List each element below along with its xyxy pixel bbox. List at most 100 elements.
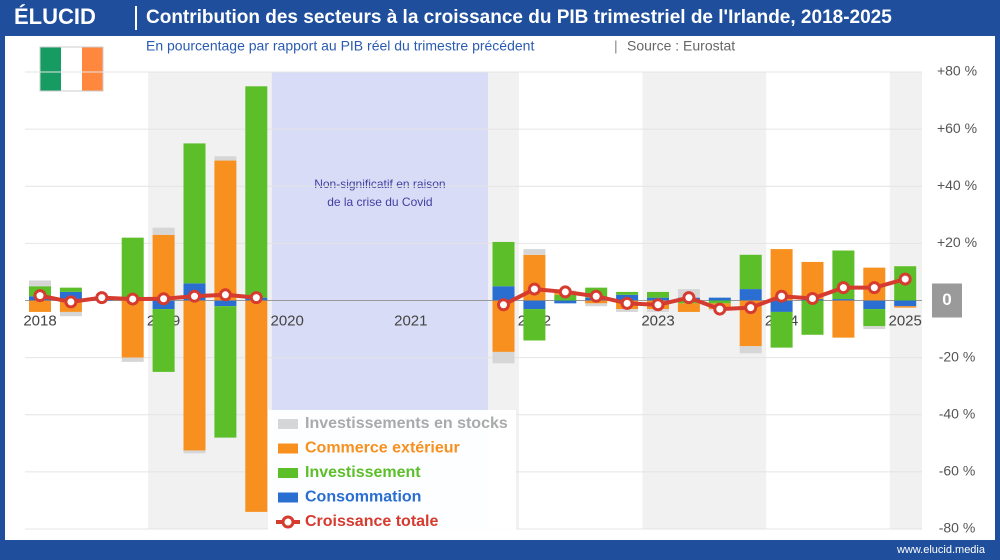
bar [183, 450, 206, 454]
zero-box [932, 283, 962, 318]
point [713, 302, 727, 316]
bar [894, 300, 917, 307]
y-tick-label: -80 % [939, 520, 976, 536]
bar [183, 300, 206, 451]
bar [894, 306, 917, 308]
point [836, 281, 850, 295]
bar [708, 300, 731, 304]
bar [523, 300, 546, 310]
bar [708, 297, 731, 301]
bar [554, 300, 577, 304]
bar [214, 160, 237, 301]
legend-label: Croissance totale [305, 513, 438, 530]
source: Source : Eurostat [627, 38, 735, 54]
legend-swatch [278, 468, 298, 478]
bar [492, 286, 515, 301]
x-tick-label: 2023 [641, 312, 674, 329]
bar [59, 287, 82, 292]
point [806, 292, 819, 306]
bar [152, 234, 175, 301]
y-tick-label: -40 % [939, 405, 976, 421]
y-tick-label: +40 % [937, 177, 977, 193]
point [898, 272, 912, 286]
bar [616, 291, 639, 295]
bar [183, 143, 206, 284]
point [867, 281, 881, 295]
point [651, 298, 665, 312]
point [218, 288, 232, 302]
legend-box [268, 410, 516, 532]
bar [492, 351, 515, 364]
bar [863, 309, 886, 327]
bar [863, 326, 886, 330]
y-tick-label: -20 % [939, 348, 976, 364]
chart-subtitle: En pourcentage par rapport au PIB réel d… [146, 38, 534, 54]
bar [29, 300, 51, 312]
bar [121, 237, 144, 300]
bar [801, 261, 824, 300]
bar [863, 300, 886, 310]
bar [492, 300, 515, 352]
point [589, 289, 603, 303]
legend-label: Commerce extérieur [305, 440, 460, 457]
bar [214, 156, 237, 161]
bar [770, 300, 793, 312]
point [64, 295, 78, 309]
point [744, 301, 758, 315]
bar [29, 280, 51, 287]
point [249, 291, 263, 305]
annotation: de la crise du Covid [327, 195, 432, 209]
legend-label: Investissement [305, 464, 421, 481]
bar [739, 300, 762, 347]
legend-label: Investissements en stocks [305, 415, 508, 432]
bar [616, 309, 639, 312]
y-tick-label: +20 % [937, 234, 977, 250]
point [126, 292, 140, 306]
x-tick-label: 2025 [889, 312, 922, 329]
bar [492, 241, 515, 287]
annotation: Non-significatif en raison [314, 177, 445, 191]
y-tick-label: -60 % [939, 463, 976, 479]
bar [832, 299, 855, 301]
bar [214, 300, 237, 307]
legend-swatch [278, 419, 298, 429]
bar [214, 306, 237, 438]
point [682, 291, 696, 305]
bar [523, 249, 546, 255]
point [188, 289, 201, 303]
bar [152, 309, 175, 372]
legend-swatch [278, 443, 298, 454]
x-tick-label: 2021 [394, 312, 427, 329]
bar [770, 311, 793, 348]
legend-swatch [278, 492, 298, 503]
bar [770, 249, 793, 301]
legend-label: Consommation [305, 489, 421, 506]
bar [677, 303, 700, 312]
bar [121, 357, 144, 362]
y-tick-label: +60 % [937, 120, 977, 136]
y-tick-label: +80 % [937, 63, 977, 79]
legend-marker [281, 515, 295, 529]
y-tick-label: 0 [942, 290, 951, 309]
bar [739, 289, 762, 301]
bar [121, 300, 144, 358]
point [33, 289, 47, 303]
bar [647, 291, 669, 298]
bar [739, 254, 762, 290]
flag [39, 46, 104, 92]
bar [801, 300, 824, 335]
chart-title: Contribution des secteurs à la croissanc… [146, 7, 892, 28]
bar [585, 303, 608, 307]
bar [152, 227, 175, 235]
point [157, 292, 171, 306]
bar [832, 300, 855, 338]
separator: | [614, 38, 618, 54]
bar [245, 86, 268, 298]
x-tick-label: 2020 [271, 312, 304, 329]
point [620, 296, 634, 310]
bar [739, 346, 762, 354]
point [497, 298, 510, 312]
point [95, 291, 109, 305]
